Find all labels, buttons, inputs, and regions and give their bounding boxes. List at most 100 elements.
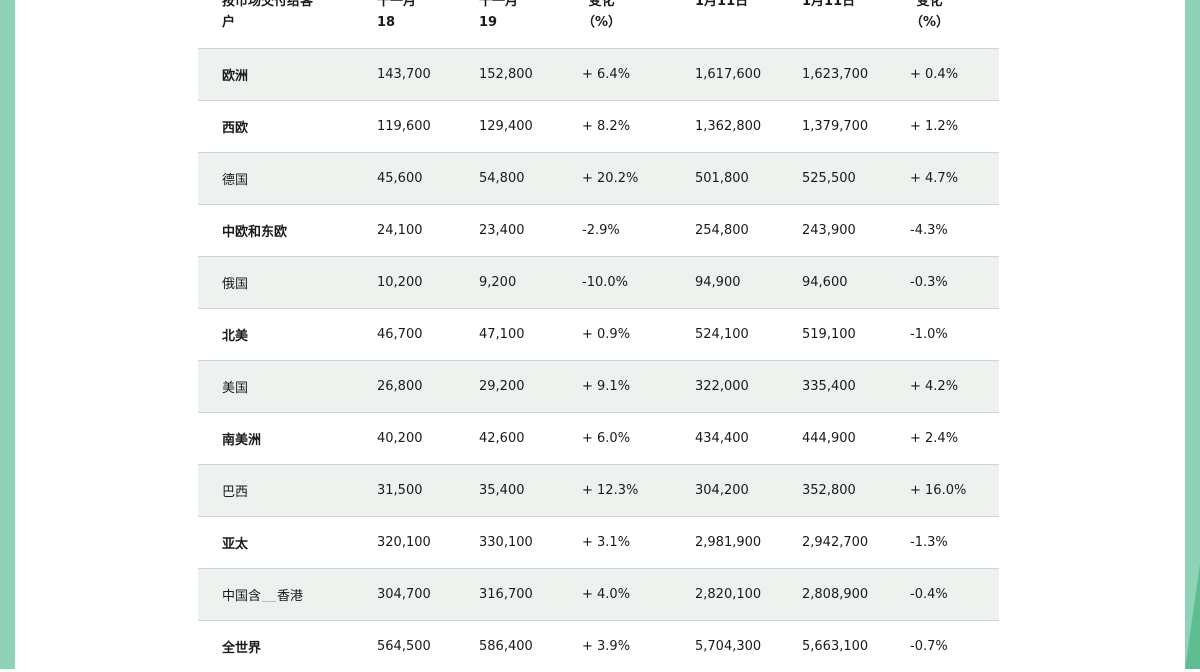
cell-change-month: + 3.9% — [582, 639, 631, 654]
cell-change-ytd: -0.4% — [910, 587, 948, 602]
cell-region: 西欧 — [222, 121, 249, 136]
table-row: 德国 45,600 54,800 + 20.2% 501,800 525,500… — [198, 153, 999, 205]
cell-nov19: 152,800 — [479, 67, 533, 82]
cell-region: 巴西 — [222, 485, 249, 500]
cell-change-ytd: + 0.4% — [910, 67, 959, 82]
cell-change-ytd: + 2.4% — [910, 431, 959, 446]
deliveries-table: 按市场交付给客 户 十一月 18 十一月 19 变化 （%） 1月11日 — [198, 0, 999, 672]
cell-change-month: + 9.1% — [582, 379, 631, 394]
cell-change-ytd: + 4.7% — [910, 171, 959, 186]
cell-change-month: + 3.1% — [582, 535, 631, 550]
cell-nov19: 47,100 — [479, 327, 525, 342]
cell-change-month: -10.0% — [582, 275, 628, 290]
cell-change-month: + 6.0% — [582, 431, 631, 446]
cell-region: 北美 — [222, 329, 249, 344]
cell-ytd19: 525,500 — [802, 171, 856, 186]
cell-change-ytd: -0.7% — [910, 639, 948, 654]
cell-ytd19: 2,942,700 — [802, 535, 869, 550]
header-market-line2: 户 — [222, 15, 236, 30]
cell-ytd19: 94,600 — [802, 275, 848, 290]
table-row: 中国含 香港 304,700 316,700 + 4.0% 2,820,100 … — [198, 569, 999, 621]
cell-change-ytd: -1.0% — [910, 327, 948, 342]
cell-nov18: 40,200 — [377, 431, 423, 446]
cell-change-month: -2.9% — [582, 223, 620, 238]
cell-region: 德国 — [222, 173, 249, 188]
table-row: 南美洲 40,200 42,600 + 6.0% 434,400 444,900… — [198, 413, 999, 465]
cell-nov18: 26,800 — [377, 379, 423, 394]
cell-ytd18: 254,800 — [695, 223, 749, 238]
table-row: 巴西 31,500 35,400 + 12.3% 304,200 352,800… — [198, 465, 999, 517]
cell-ytd18: 2,820,100 — [695, 587, 762, 602]
cell-nov18: 119,600 — [377, 119, 431, 134]
cell-ytd19: 335,400 — [802, 379, 856, 394]
region-gap-underline — [262, 587, 277, 602]
cell-ytd18: 2,981,900 — [695, 535, 762, 550]
header-change-ytd: 变化 （%） — [910, 0, 998, 48]
cell-nov18: 45,600 — [377, 171, 423, 186]
header-change-ytd-line1: 变化 — [916, 0, 943, 9]
cell-nov19: 42,600 — [479, 431, 525, 446]
cell-nov18: 564,500 — [377, 639, 431, 654]
cell-nov18: 304,700 — [377, 587, 431, 602]
header-nov19-line1: 十一月 — [479, 0, 519, 9]
cell-region: 欧洲 — [222, 69, 249, 84]
cell-change-month: + 12.3% — [582, 483, 639, 498]
header-change-month: 变化 （%） — [582, 0, 682, 48]
cell-ytd18: 501,800 — [695, 171, 749, 186]
cell-change-ytd: + 1.2% — [910, 119, 959, 134]
cell-ytd18: 94,900 — [695, 275, 741, 290]
cell-nov19: 330,100 — [479, 535, 533, 550]
cell-change-ytd: -0.3% — [910, 275, 948, 290]
cell-region: 全世界 — [222, 641, 262, 656]
table-row: 北美 46,700 47,100 + 0.9% 524,100 519,100 … — [198, 309, 999, 361]
header-nov18-line2: 18 — [377, 15, 396, 30]
header-ytd19-line1: 1月11日 — [802, 0, 856, 9]
cell-region: 亚太 — [222, 537, 249, 552]
cell-ytd19: 1,623,700 — [802, 67, 869, 82]
table-row: 西欧 119,600 129,400 + 8.2% 1,362,800 1,37… — [198, 101, 999, 153]
cell-ytd19: 1,379,700 — [802, 119, 869, 134]
cell-nov19: 23,400 — [479, 223, 525, 238]
cell-change-month: + 0.9% — [582, 327, 631, 342]
table-row: 全世界 564,500 586,400 + 3.9% 5,704,300 5,6… — [198, 621, 999, 672]
right-accent-bar — [1185, 0, 1200, 669]
header-change-month-line1: 变化 — [588, 0, 615, 9]
table-row: 中欧和东欧 24,100 23,400 -2.9% 254,800 243,90… — [198, 205, 999, 257]
cell-change-month: + 8.2% — [582, 119, 631, 134]
cell-ytd18: 304,200 — [695, 483, 749, 498]
header-nov19-line2: 19 — [479, 15, 498, 30]
cell-change-month: + 6.4% — [582, 67, 631, 82]
header-change-month-line2: （%） — [582, 15, 622, 30]
header-nov19: 十一月 19 — [479, 0, 569, 48]
cell-nov19: 35,400 — [479, 483, 525, 498]
cell-region: 美国 — [222, 381, 249, 396]
cell-change-month: + 20.2% — [582, 171, 639, 186]
right-accent-corner — [1185, 564, 1200, 669]
cell-change-ytd: -1.3% — [910, 535, 948, 550]
table-row: 美国 26,800 29,200 + 9.1% 322,000 335,400 … — [198, 361, 999, 413]
cell-region: 南美洲 — [222, 433, 262, 448]
cell-nov19: 54,800 — [479, 171, 525, 186]
table-row: 欧洲 143,700 152,800 + 6.4% 1,617,600 1,62… — [198, 49, 999, 101]
cell-ytd19: 2,808,900 — [802, 587, 869, 602]
cell-nov18: 24,100 — [377, 223, 423, 238]
cell-nov18: 31,500 — [377, 483, 423, 498]
cell-change-ytd: + 16.0% — [910, 483, 967, 498]
cell-nov18: 320,100 — [377, 535, 431, 550]
cell-nov18: 46,700 — [377, 327, 423, 342]
cell-ytd18: 5,704,300 — [695, 639, 762, 654]
cell-nov19: 586,400 — [479, 639, 533, 654]
cell-ytd19: 243,900 — [802, 223, 856, 238]
cell-region: 中欧和东欧 — [222, 225, 288, 240]
table-row: 亚太 320,100 330,100 + 3.1% 2,981,900 2,94… — [198, 517, 999, 569]
cell-ytd18: 524,100 — [695, 327, 749, 342]
table-row: 俄国 10,200 9,200 -10.0% 94,900 94,600 -0.… — [198, 257, 999, 309]
cell-ytd19: 352,800 — [802, 483, 856, 498]
cell-nov19: 29,200 — [479, 379, 525, 394]
header-ytd18: 1月11日 — [695, 0, 795, 48]
cell-nov19: 129,400 — [479, 119, 533, 134]
cell-change-month: + 4.0% — [582, 587, 631, 602]
cell-ytd19: 519,100 — [802, 327, 856, 342]
header-change-ytd-line2: （%） — [910, 15, 950, 30]
header-market: 按市场交付给客 户 — [222, 0, 332, 48]
